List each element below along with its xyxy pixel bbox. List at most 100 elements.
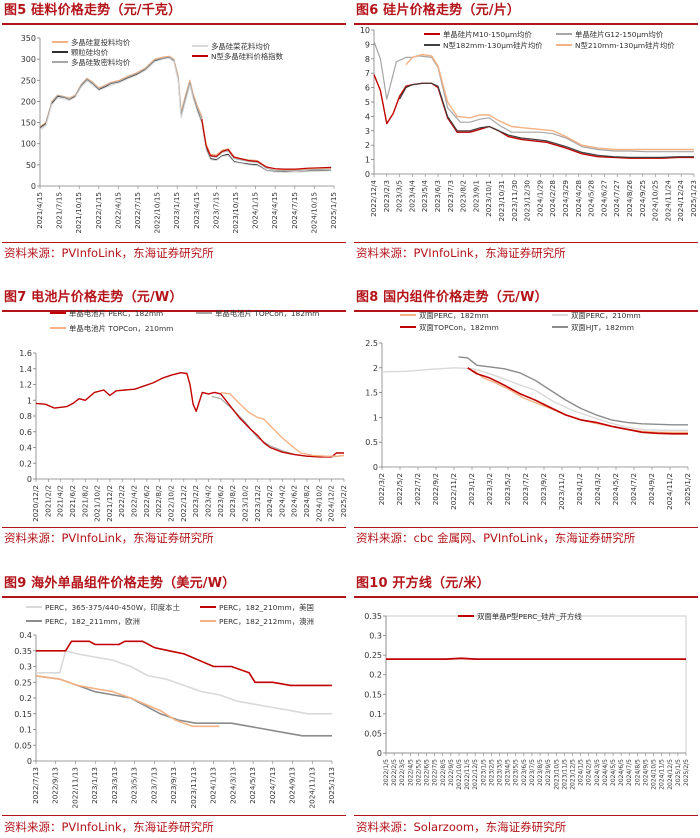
y-tick-label: 1 (27, 396, 32, 405)
x-tick-label: 2024/7/5 (626, 759, 633, 786)
x-tick-label: 2024/5/28 (587, 180, 596, 217)
x-tick-label: 2022/3/5 (399, 759, 406, 786)
y-tick-label: 4 (365, 112, 370, 121)
x-tick-label: 2022/11/2 (449, 473, 458, 510)
x-tick-label: 2023/3/13 (110, 767, 119, 804)
legend-label: 双面单晶P型PERC_硅片_开方线 (477, 612, 582, 621)
x-tick-label: 2024/6/5 (618, 759, 625, 786)
x-tick-label: 2023/7/5 (529, 759, 536, 786)
title-rule (354, 23, 698, 25)
x-tick-label: 2022/9/5 (448, 759, 455, 786)
x-tick-label: 2024/4/15 (270, 192, 279, 229)
x-tick-label: 2024/9/25 (638, 180, 647, 217)
x-tick-label: 2022/11/13 (70, 767, 79, 808)
legend-label: 单晶电池片 TOPCon，210mm (69, 324, 173, 333)
x-tick-label: 2023/7/15 (211, 192, 220, 229)
y-tick-label: 1.6 (19, 349, 32, 358)
x-tick-label: 2022/6/5 (424, 759, 431, 786)
y-tick-label: 1.2 (19, 381, 32, 390)
x-tick-label: 2022/10/5 (456, 759, 463, 790)
x-tick-label: 2023/1/2 (467, 473, 476, 505)
series-line-4 (405, 53, 694, 151)
x-tick-label: 2023/11/13 (189, 767, 198, 808)
chart-fig10: 0 0.05 0.1 0.15 0.2 0.25 0.3 0.35 2022/1/5 2022/2… (364, 612, 690, 790)
y-tick-label: 1 (373, 413, 378, 422)
legend-label: N型210mm-130μm硅片均价 (575, 41, 675, 50)
series-line-1 (386, 657, 686, 660)
y-tick-label: 0 (373, 463, 378, 472)
x-tick-label: 2024/8/5 (634, 759, 641, 786)
series-line-2 (35, 372, 344, 458)
x-tick-label: 2023/3/2 (485, 473, 494, 505)
x-tick-label: 2024/4/28 (574, 180, 583, 217)
source-text: 资料来源：PVInfoLink，东海证券研究所 (4, 246, 214, 260)
y-tick-label: 0.8 (19, 412, 32, 421)
title-rule (354, 310, 698, 312)
chart-fig5: 0 50 100 150 200 250 300 350 2021/4/15 2021/7/15 2… (21, 34, 338, 233)
y-tick-label: 1 (365, 156, 370, 165)
x-tick-label: 2024/12/5 (667, 759, 674, 790)
y-tick-label: 0.05 (364, 729, 382, 738)
x-tick-label: 2023/4/4 (407, 180, 416, 213)
x-tick-label: 2024/12/24 (676, 180, 685, 222)
y-tick-label: 0.35 (364, 612, 382, 621)
x-tick-label: 2024/2/2 (265, 485, 274, 517)
x-tick-label: 2025/1/13 (327, 767, 336, 804)
x-tick-label: 2024/9/13 (288, 767, 297, 804)
x-tick-label: 2024/6/27 (599, 180, 608, 217)
source-rule (2, 815, 346, 816)
x-tick-label: 2022/7/13 (31, 767, 40, 804)
x-tick-label: 2024/3/29 (561, 180, 570, 217)
y-tick-label: 0.15 (14, 710, 32, 719)
x-tick-label: 2024/6/2 (290, 485, 299, 517)
x-tick-label: 2023/9/5 (545, 759, 552, 786)
x-tick-label: 2023/10/31 (497, 180, 506, 221)
series-line-2 (39, 57, 332, 173)
x-tick-label: 2024/9/5 (642, 759, 649, 786)
x-tick-label: 2023/4/5 (505, 759, 512, 786)
x-tick-label: 2022/8/5 (440, 759, 447, 786)
x-tick-label: 2022/10/2 (167, 485, 176, 522)
series-line-2 (373, 74, 694, 159)
x-tick-label: 2022/2/5 (391, 759, 398, 786)
y-tick-label: 0.1 (369, 710, 382, 719)
x-tick-label: 2022/4/15 (113, 192, 122, 229)
y-tick-label: 0 (27, 475, 32, 484)
x-tick-label: 2023/9/1 (471, 180, 480, 212)
x-tick-label: 2024/10/2 (314, 485, 323, 522)
x-tick-label: 2022/3/2 (377, 473, 386, 505)
chart-fig8: 0 0.5 1 1.5 2 2.5 2022/3/2 2022/5/2 2022/7/2 2022… (365, 311, 692, 510)
y-tick-label: 0.2 (369, 671, 382, 680)
y-tick-label: 0.3 (369, 632, 382, 641)
x-tick-label: 2023/2/3 (382, 180, 391, 212)
x-tick-label: 2022/2/2 (117, 485, 126, 517)
x-tick-label: 2023/5/4 (420, 180, 429, 213)
panel-title: 图5 硅料价格走势（元/千克） (4, 3, 182, 18)
x-tick-label: 2024/4/5 (602, 759, 609, 786)
x-tick-label: 2023/1/15 (172, 192, 181, 229)
y-tick-label: 50 (26, 161, 36, 170)
source-rule (354, 815, 698, 816)
series-line-1 (373, 41, 694, 153)
x-tick-label: 2021/7/15 (55, 192, 64, 229)
y-tick-label: 0.4 (19, 631, 32, 640)
legend-label: 多晶硅复投料均价 (71, 38, 131, 47)
x-tick-label: 2023/2/5 (488, 759, 495, 786)
title-rule (354, 596, 698, 598)
x-tick-label: 2024/8/2 (302, 485, 311, 517)
y-tick-label: 1.5 (365, 389, 378, 398)
series-line-1 (211, 395, 345, 458)
x-tick-label: 2023/8/2 (459, 180, 468, 212)
x-tick-label: 2022/8/2 (154, 485, 163, 517)
x-tick-label: 2023/8/5 (537, 759, 544, 786)
x-tick-label: 2023/4/15 (192, 192, 201, 229)
x-tick-label: 2022/6/2 (142, 485, 151, 517)
legend-label: 双面PERC，210mm (571, 311, 641, 320)
x-tick-label: 2023/5/2 (503, 473, 512, 505)
x-tick-label: 2025/1/23 (689, 180, 698, 217)
x-tick-label: 2023/12/5 (569, 759, 576, 790)
x-tick-label: 2022/7/5 (432, 759, 439, 786)
chart-fig9: 0 0.05 0.1 0.15 0.2 0.25 0.3 0.35 0.4 2022/7/13 20… (14, 603, 336, 808)
panel-fig9: 图9 海外单晶组件价格走势（美元/W） 0 0.05 0.1 0.15 0.2 0.25 0… (2, 573, 346, 838)
series-line-4 (39, 57, 332, 173)
